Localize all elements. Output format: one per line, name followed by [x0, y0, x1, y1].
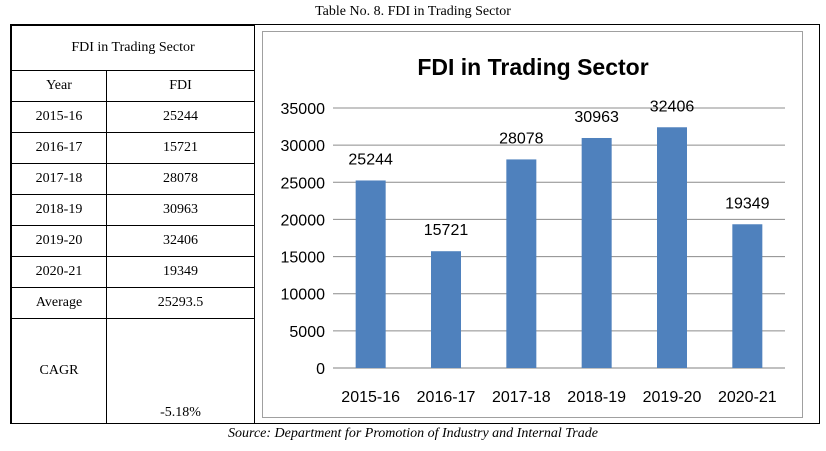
y-axis-ticks: 0 5000 10000 15000 20000 25000 30000 35000 [281, 101, 326, 378]
chart-title: FDI in Trading Sector [417, 54, 648, 80]
gridlines [333, 107, 785, 369]
table-row: 2020-21 19349 [11, 256, 255, 288]
y-tick-label: 35000 [281, 101, 326, 118]
data-label: 25244 [348, 151, 393, 168]
data-label: 30963 [574, 109, 619, 126]
y-tick-label: 15000 [281, 250, 326, 267]
bar [732, 224, 763, 368]
x-axis-ticks: 2015-16 2016-17 2017-18 2018-19 2019-20 2020-… [341, 389, 776, 406]
table-row: 2016-17 15721 [11, 132, 255, 164]
table-title: FDI in Trading Sector [11, 25, 255, 71]
cagr-value: -5.18% [106, 318, 255, 424]
row-fdi: 15721 [106, 132, 255, 164]
y-tick-label: 5000 [289, 324, 325, 341]
bar [355, 180, 386, 368]
row-year: 2019-20 [11, 225, 107, 257]
row-year: 2020-21 [11, 256, 107, 288]
y-tick-label: 30000 [281, 138, 326, 155]
bars [355, 127, 763, 368]
data-label: 15721 [424, 222, 469, 239]
y-tick-label: 0 [316, 361, 325, 378]
x-tick-label: 2019-20 [643, 389, 702, 406]
table-row: 2019-20 32406 [11, 225, 255, 257]
row-year: 2018-19 [11, 194, 107, 226]
table-row: 2017-18 28078 [11, 163, 255, 195]
average-label: Average [11, 287, 107, 319]
bar [431, 251, 461, 368]
row-fdi: 25244 [106, 101, 255, 133]
bar [657, 127, 687, 368]
table-row: 2018-19 30963 [11, 194, 255, 226]
header-fdi: FDI [106, 70, 255, 102]
y-tick-label: 20000 [281, 212, 326, 229]
data-labels: 25244 15721 28078 30963 32406 19349 [348, 98, 769, 239]
cagr-label: CAGR [11, 318, 107, 424]
x-tick-label: 2016-17 [417, 389, 476, 406]
header-year: Year [11, 70, 107, 102]
data-label: 32406 [650, 98, 695, 115]
row-fdi: 30963 [106, 194, 255, 226]
bar [506, 159, 537, 368]
row-year: 2016-17 [11, 132, 107, 164]
data-label: 19349 [725, 195, 770, 212]
table-figure-border [10, 24, 820, 424]
table-caption: Table No. 8. FDI in Trading Sector [315, 4, 511, 19]
data-label: 28078 [499, 130, 544, 147]
y-tick-label: 10000 [281, 287, 326, 304]
row-fdi: 32406 [106, 225, 255, 257]
x-tick-label: 2018-19 [567, 389, 626, 406]
source-note: Source: Department for Promotion of Indu… [228, 426, 598, 441]
x-tick-label: 2015-16 [341, 389, 400, 406]
y-tick-label: 25000 [281, 175, 326, 192]
bar [581, 137, 612, 368]
chart-cell [254, 25, 819, 423]
x-tick-label: 2017-18 [492, 389, 551, 406]
row-fdi: 28078 [106, 163, 255, 195]
average-value: 25293.5 [106, 287, 255, 319]
x-tick-label: 2020-21 [718, 389, 777, 406]
fdi-data-table: FDI in Trading Sector Year FDI 2015-16 2… [11, 25, 255, 424]
